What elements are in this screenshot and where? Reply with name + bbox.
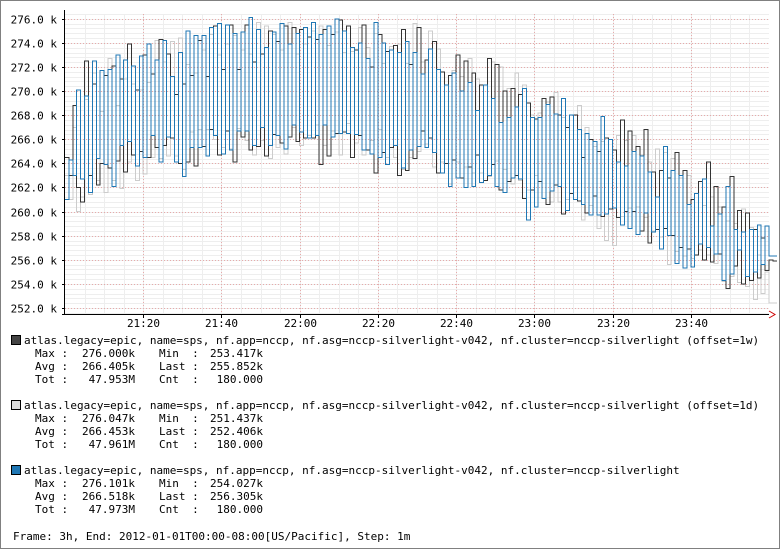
x-tick-label: 23:20 [597,317,630,330]
legend-stats-row: Tot : 47.973M Cnt : 180.000 [11,503,771,516]
y-axis-tick-labels: 252.0 k 254.0 k 256.0 k 258.0 k 260.0 k 262.0… [11,14,58,316]
y-tick-label: 264.0 k [11,158,58,171]
stat-last-label: Last : [159,360,199,373]
y-tick-label: 262.0 k [11,182,58,195]
x-tick-label: 23:00 [518,317,551,330]
stat-max-label: Max : [35,477,69,490]
legend-stats-row: Max : 276.000k Min : 253.417k [11,347,771,360]
legend-stats-row: Tot : 47.961M Cnt : 180.000 [11,438,771,451]
x-tick-label: 21:40 [205,317,238,330]
y-tick-label: 270.0 k [11,86,58,99]
stat-avg-value: 266.453k [82,425,135,438]
y-tick-label: 256.0 k [11,255,58,268]
legend-title-row: atlas.legacy=epic, name=sps, nf.app=nccp… [11,334,771,347]
x-tick-label: 22:40 [440,317,473,330]
y-tick-label: 266.0 k [11,134,58,147]
y-tick-label: 258.0 k [11,231,58,244]
stat-cnt-value: 180.000 [216,503,263,516]
stat-cnt-label: Cnt : [159,373,199,386]
y-tick-label: 268.0 k [11,110,58,123]
legend-stats-row: Avg : 266.518k Last : 256.305k [11,490,771,503]
x-axis-tick-labels: 21:20 21:40 22:00 22:20 22:40 23:00 23:20 23:40 [127,317,708,330]
stat-min-label: Min : [159,347,199,360]
y-tick-label: 276.0 k [11,14,58,27]
stat-cnt-label: Cnt : [159,438,199,451]
stat-tot-label: Tot : [35,438,69,451]
x-tick-label: 21:20 [127,317,160,330]
stat-tot-value: 47.961M [88,438,135,451]
stat-cnt-value: 180.000 [216,373,263,386]
legend-stats-row: Avg : 266.405k Last : 255.852k [11,360,771,373]
stat-avg-value: 266.405k [82,360,135,373]
y-tick-label: 254.0 k [11,279,58,292]
stat-last-value: 252.406k [210,425,263,438]
stat-max-label: Max : [35,347,69,360]
y-tick-label: 272.0 k [11,62,58,75]
stat-tot-value: 47.973M [88,503,135,516]
x-axis-arrow [768,310,776,319]
legend-entry-offset-1w: atlas.legacy=epic, name=sps, nf.app=nccp… [11,334,771,386]
stat-avg-label: Avg : [35,425,69,438]
graph-footer: Frame: 3h, End: 2012-01-01T00:00-08:00[U… [13,530,411,543]
legend-label: atlas.legacy=epic, name=sps, nf.app=nccp… [24,464,680,477]
legend-title-row: atlas.legacy=epic, name=sps, nf.app=nccp… [11,399,771,412]
stat-avg-label: Avg : [35,490,69,503]
stat-max-value: 276.000k [82,347,135,360]
stat-min-value: 253.417k [210,347,263,360]
stat-tot-label: Tot : [35,373,69,386]
stat-cnt-label: Cnt : [159,503,199,516]
stat-min-value: 251.437k [210,412,263,425]
legend-swatch [11,335,21,345]
legend-swatch [11,400,21,410]
stat-last-value: 255.852k [210,360,263,373]
stat-cnt-value: 180.000 [216,438,263,451]
y-tick-label: 252.0 k [11,303,58,316]
legend-swatch [11,465,21,475]
stat-min-value: 254.027k [210,477,263,490]
legend-stats-row: Avg : 266.453k Last : 252.406k [11,425,771,438]
x-tick-label: 22:00 [284,317,317,330]
legend-label: atlas.legacy=epic, name=sps, nf.app=nccp… [24,334,760,347]
stat-min-label: Min : [159,477,199,490]
stat-max-label: Max : [35,412,69,425]
stat-tot-value: 47.953M [88,373,135,386]
series-layer [65,17,777,304]
stat-max-value: 276.047k [82,412,135,425]
legend-stats-row: Tot : 47.953M Cnt : 180.000 [11,373,771,386]
legend-label: atlas.legacy=epic, name=sps, nf.app=nccp… [24,399,760,412]
stat-last-label: Last : [159,425,199,438]
legend-stats-row: Max : 276.101k Min : 254.027k [11,477,771,490]
time-series-plot: 252.0 k 254.0 k 256.0 k 258.0 k 260.0 k 262.0… [11,10,777,330]
y-tick-label: 260.0 k [11,207,58,220]
legend-title-row: atlas.legacy=epic, name=sps, nf.app=nccp… [11,464,771,477]
x-tick-label: 23:40 [675,317,708,330]
stat-avg-label: Avg : [35,360,69,373]
stat-min-label: Min : [159,412,199,425]
stat-tot-label: Tot : [35,503,69,516]
stat-last-label: Last : [159,490,199,503]
stat-max-value: 276.101k [82,477,135,490]
legend-stats-row: Max : 276.047k Min : 251.437k [11,412,771,425]
y-tick-label: 274.0 k [11,38,58,51]
legend-entry-offset-1d: atlas.legacy=epic, name=sps, nf.app=nccp… [11,399,771,451]
stat-last-value: 256.305k [210,490,263,503]
stat-avg-value: 266.518k [82,490,135,503]
legend-entry-current: atlas.legacy=epic, name=sps, nf.app=nccp… [11,464,771,516]
series-line-2 [65,17,777,281]
axes [62,10,776,319]
x-tick-label: 22:20 [362,317,395,330]
